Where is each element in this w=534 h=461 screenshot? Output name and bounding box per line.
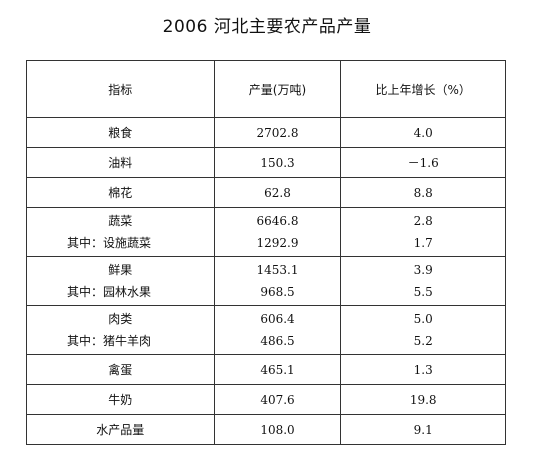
output-value: 486.5: [260, 334, 295, 348]
growth-cell: 2.8 1.7: [340, 207, 506, 257]
header-growth: 比上年增长（%）: [340, 60, 506, 118]
output-value: 606.4: [260, 312, 295, 326]
growth-cell: 9.1: [340, 414, 506, 445]
output-cell: 62.8: [213, 177, 342, 208]
indicator-cell: 棉花: [26, 177, 215, 208]
table-row: 禽蛋 465.1 1.3: [26, 354, 506, 385]
growth-value: 1.7: [413, 236, 433, 250]
indicator-cell: 牛奶: [26, 384, 215, 415]
output-value: 1453.1: [256, 263, 299, 277]
output-value: 968.5: [260, 285, 295, 299]
growth-cell: 5.0 5.2: [340, 305, 506, 355]
indicator-label: 鲜果: [108, 263, 133, 277]
growth-value: 3.9: [413, 263, 433, 277]
growth-value: 2.8: [413, 214, 433, 228]
output-value: 1292.9: [256, 236, 299, 250]
output-value: 6646.8: [256, 214, 299, 228]
production-table: 指标 产量(万吨) 比上年增长（%） 粮食 2702.8 4.0 油料 150.3 －1.…: [26, 60, 506, 445]
output-value: 465.1: [260, 362, 295, 377]
indicator-label: 棉花: [108, 185, 133, 200]
indicator-cell: 蔬菜其中：设施蔬菜: [26, 207, 215, 257]
table-row: 棉花 62.8 8.8: [26, 177, 506, 208]
indicator-cell: 肉类其中：猪牛羊肉: [26, 305, 215, 355]
output-cell: 465.1: [213, 354, 342, 385]
growth-cell: 3.9 5.5: [340, 256, 506, 306]
table-row: 水产品量 108.0 9.1: [26, 414, 506, 445]
indicator-label: 牛奶: [108, 392, 133, 407]
output-cell: 108.0: [213, 414, 342, 445]
indicator-label: 其中：园林水果: [67, 285, 152, 299]
header-output: 产量(万吨): [213, 60, 342, 118]
header-indicator: 指标: [26, 60, 215, 118]
growth-value: 1.3: [413, 362, 433, 377]
indicator-cell: 油料: [26, 147, 215, 178]
indicator-label: 蔬菜: [108, 214, 133, 228]
growth-value: －1.6: [407, 155, 439, 170]
output-cell: 407.6: [213, 384, 342, 415]
output-value: 108.0: [260, 422, 295, 437]
growth-cell: 1.3: [340, 354, 506, 385]
output-value: 2702.8: [256, 125, 299, 140]
table-row: 蔬菜其中：设施蔬菜 6646.8 1292.9 2.8 1.7: [26, 207, 506, 257]
indicator-cell: 粮食: [26, 117, 215, 148]
table-header-row: 指标 产量(万吨) 比上年增长（%）: [26, 60, 506, 118]
indicator-label: 禽蛋: [108, 362, 133, 377]
indicator-cell: 水产品量: [26, 414, 215, 445]
growth-cell: 19.8: [340, 384, 506, 415]
indicator-cell: 鲜果其中：园林水果: [26, 256, 215, 306]
growth-cell: 4.0: [340, 117, 506, 148]
table-row: 油料 150.3 －1.6: [26, 147, 506, 178]
growth-value: 5.0: [413, 312, 433, 326]
growth-cell: 8.8: [340, 177, 506, 208]
indicator-label: 油料: [108, 155, 133, 170]
output-cell: 6646.8 1292.9: [213, 207, 342, 257]
indicator-label: 肉类: [108, 312, 133, 326]
table-row: 牛奶 407.6 19.8: [26, 384, 506, 415]
output-value: 407.6: [260, 392, 295, 407]
output-cell: 2702.8: [213, 117, 342, 148]
indicator-cell: 禽蛋: [26, 354, 215, 385]
indicator-label: 粮食: [108, 125, 133, 140]
indicator-label: 其中：猪牛羊肉: [67, 334, 152, 348]
indicator-label: 其中：设施蔬菜: [67, 236, 152, 250]
output-value: 62.8: [264, 185, 291, 200]
growth-value: 5.2: [413, 334, 433, 348]
output-value: 150.3: [260, 155, 295, 170]
output-cell: 150.3: [213, 147, 342, 178]
indicator-label: 水产品量: [96, 422, 145, 437]
growth-value: 19.8: [409, 392, 437, 407]
growth-value: 9.1: [413, 422, 433, 437]
growth-value: 5.5: [413, 285, 433, 299]
output-cell: 606.4 486.5: [213, 305, 342, 355]
page-title: 2006 河北主要农产品产量: [162, 17, 372, 37]
table-row: 粮食 2702.8 4.0: [26, 117, 506, 148]
growth-value: 8.8: [413, 185, 433, 200]
output-cell: 1453.1 968.5: [213, 256, 342, 306]
table-row: 肉类其中：猪牛羊肉 606.4 486.5 5.0 5.2: [26, 305, 506, 355]
table-row: 鲜果其中：园林水果 1453.1 968.5 3.9 5.5: [26, 256, 506, 306]
growth-value: 4.0: [413, 125, 433, 140]
growth-cell: －1.6: [340, 147, 506, 178]
